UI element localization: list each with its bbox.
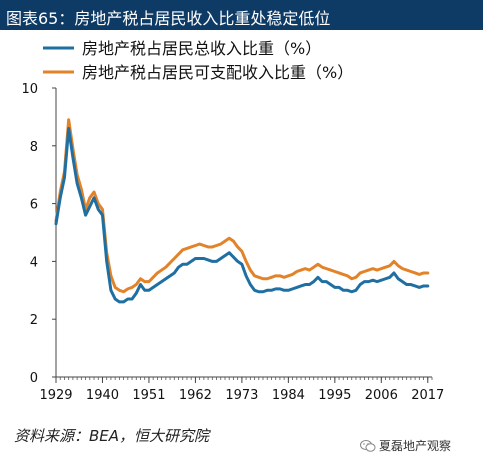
series-line-disposable-income [54,118,430,294]
legend-label-series-2: 房地产税占居民可支配收入比重（%） [82,63,353,82]
chart-legend: 房地产税占居民总收入比重（%） 房地产税占居民可支配收入比重（%） [43,39,353,82]
chart-title-bar: 图表65：房地产税占居民收入比重处稳定低位 [0,0,483,30]
y-tick-label: 10 [21,82,38,97]
y-tick-label: 0 [30,371,38,386]
x-tick-label: 1940 [86,388,119,403]
source-note: 资料来源：BEA，恒大研究院 [14,427,210,445]
series-line-total-income [54,126,430,304]
chart-title: 图表65：房地产税占居民收入比重处稳定低位 [6,9,331,28]
y-tick-label: 2 [30,313,38,328]
line-chart: 房地产税占居民总收入比重（%） 房地产税占居民可支配收入比重（%） 0 2 4 6 8 1… [21,39,444,403]
watermark-text: 夏磊地产观察 [379,439,452,453]
legend-label-series-1: 房地产税占居民总收入比重（%） [82,39,321,58]
x-tick-label: 2017 [411,388,444,403]
x-tick-label: 1984 [272,388,305,403]
chart-axes: 0 2 4 6 8 10 1929 1940 1951 1962 1973 1984 1995 2006 2… [21,82,444,403]
x-tick-label: 1929 [39,388,72,403]
y-tick-label: 4 [30,255,38,270]
x-tick-label: 1951 [132,388,165,403]
x-tick-label: 1973 [225,388,258,403]
x-tick-label: 1995 [318,388,351,403]
y-tick-label: 6 [30,198,38,213]
chart-plot-area [54,118,430,304]
watermark: 夏磊地产观察 [360,437,451,457]
wechat-icon [360,439,376,452]
x-tick-label: 1962 [179,388,212,403]
x-tick-label: 2006 [365,388,398,403]
y-tick-label: 8 [30,140,38,155]
